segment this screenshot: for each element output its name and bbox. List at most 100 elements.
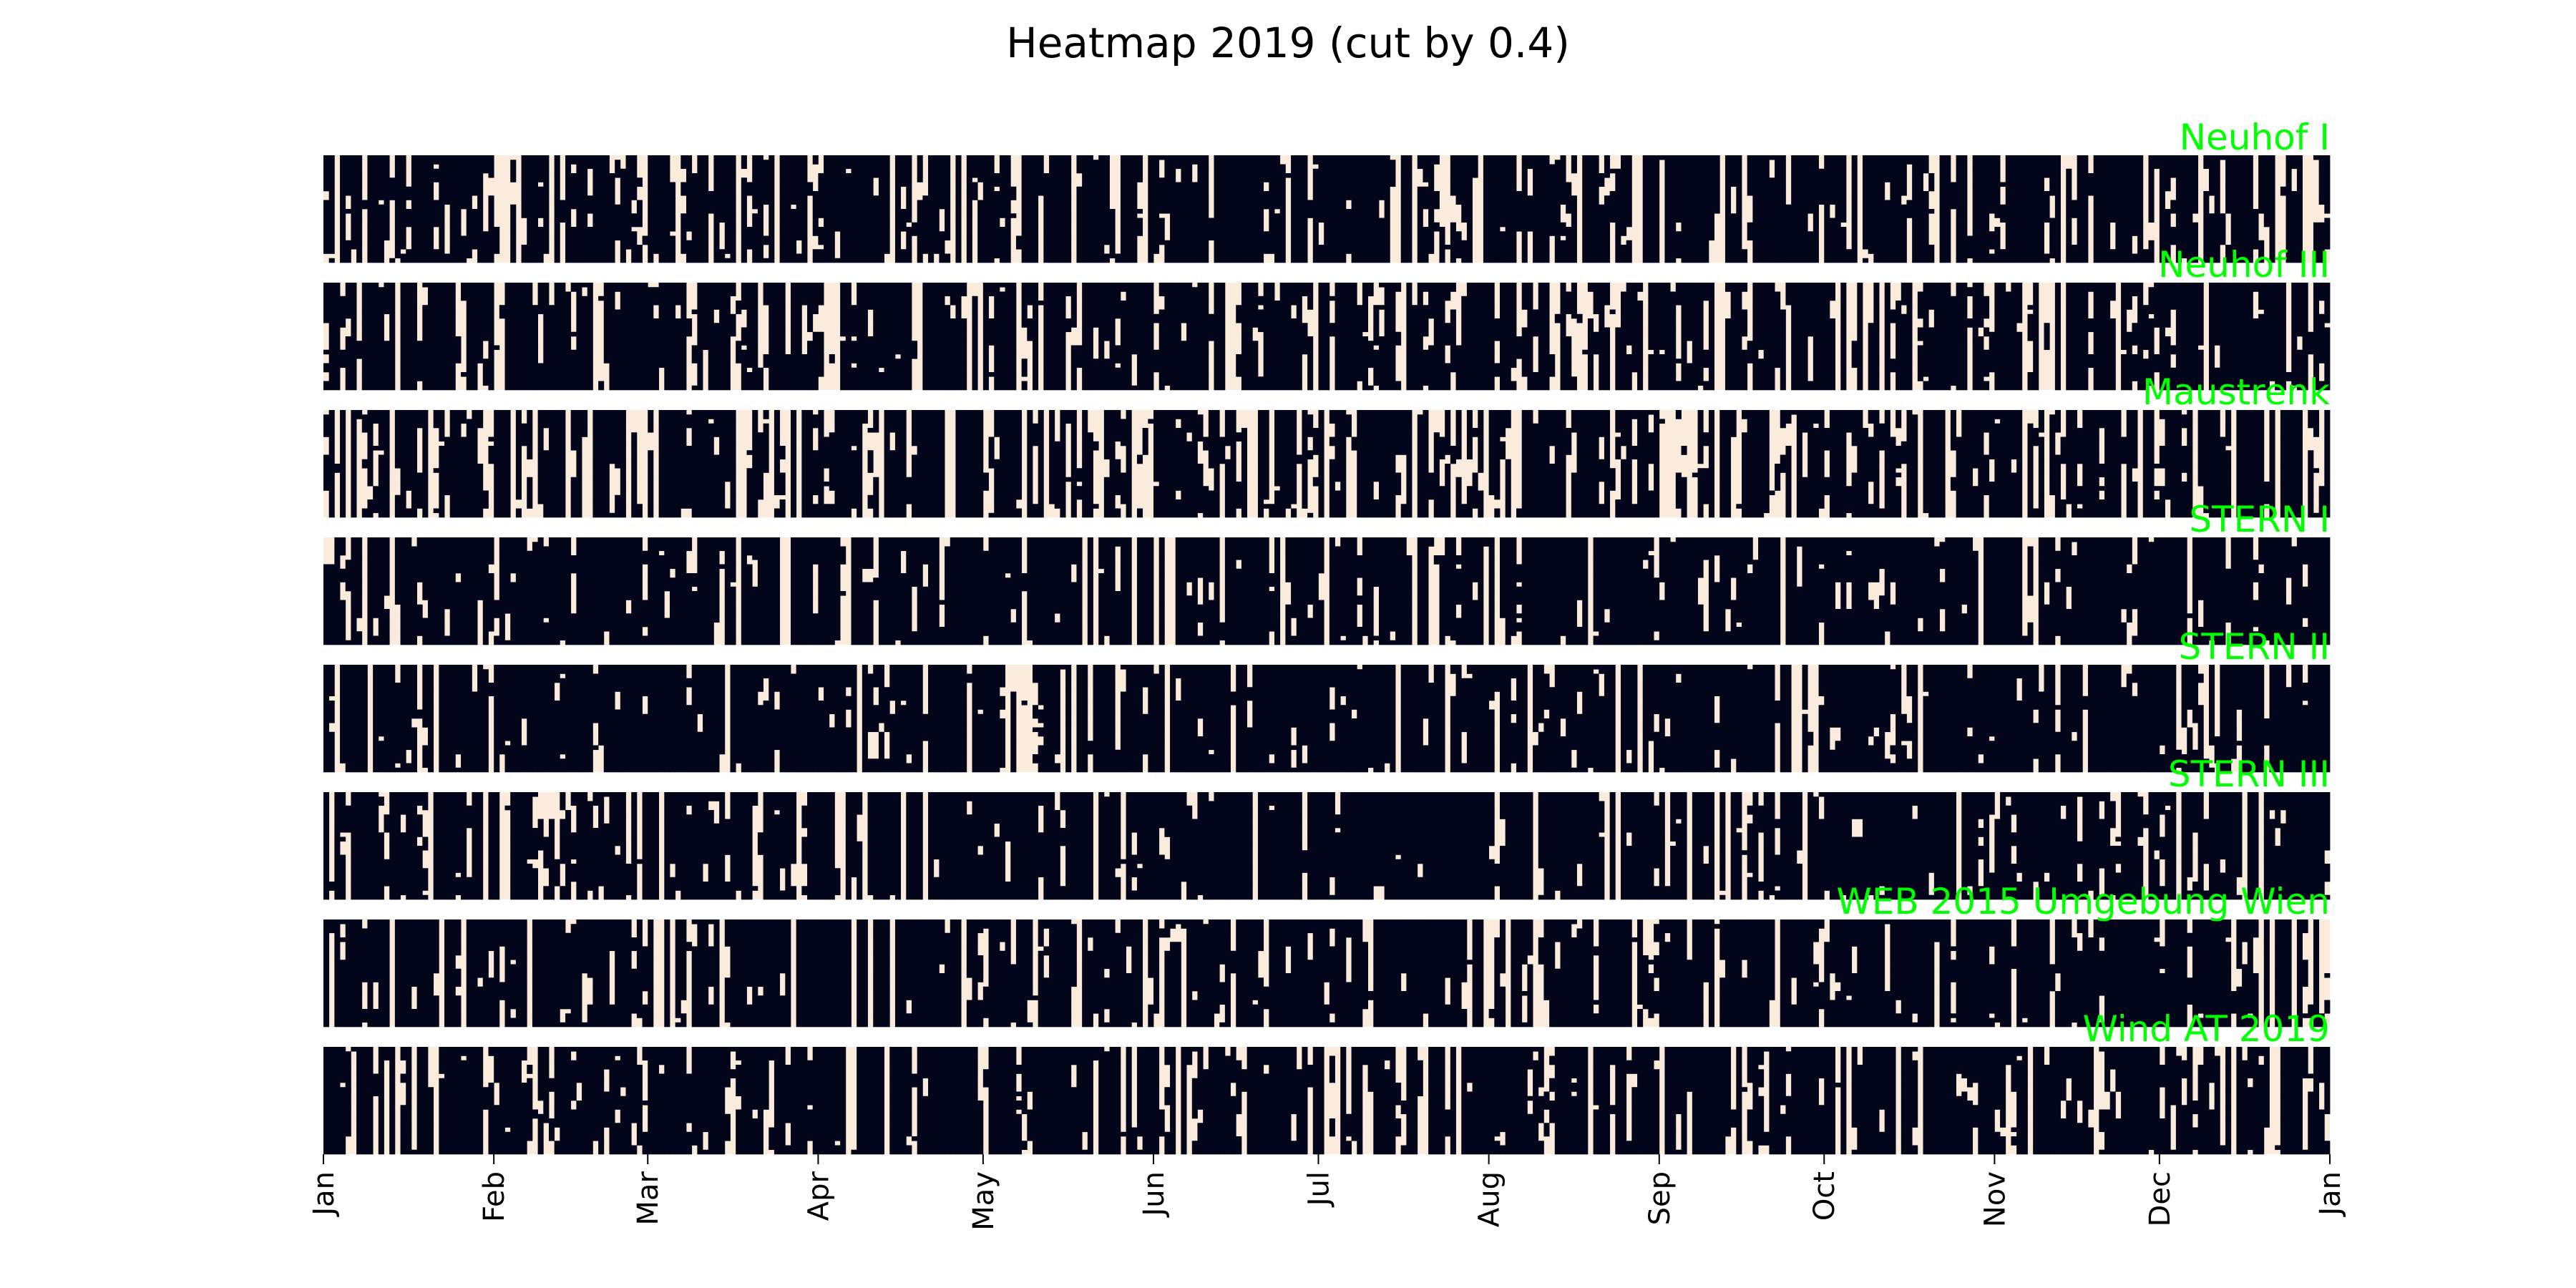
heatmap-cell: [378, 376, 384, 391]
heatmap-cell: [1005, 283, 1011, 310]
heatmap-cell: [1802, 283, 1808, 292]
heatmap-cell: [2071, 200, 2078, 218]
heatmap-cell: [1340, 283, 1347, 297]
heatmap-cell: [1533, 309, 1539, 333]
heatmap-cell: [620, 305, 626, 315]
heatmap-cell: [2280, 367, 2286, 391]
heatmap-cell: [406, 436, 412, 442]
heatmap-cell: [1483, 195, 1490, 223]
heatmap-cell: [1483, 222, 1490, 232]
heatmap-cell: [1499, 336, 1506, 346]
heatmap-cell: [488, 367, 494, 386]
heatmap-cell: [1241, 354, 1248, 373]
heatmap-cell: [636, 200, 643, 228]
heatmap-cell: [1362, 173, 1369, 192]
heatmap-cell: [1021, 200, 1028, 223]
heatmap-cell: [1153, 349, 1160, 373]
heatmap-cell: [873, 209, 879, 214]
heatmap-cell: [1257, 477, 1264, 482]
heatmap-cell: [548, 367, 555, 377]
heatmap-cell: [878, 231, 884, 250]
heatmap-cell: [433, 305, 439, 315]
heatmap-cell: [2242, 155, 2248, 178]
heatmap-cell: [1257, 504, 1264, 514]
heatmap-cell: [1329, 222, 1335, 236]
heatmap-cell: [1049, 385, 1055, 391]
heatmap-cell: [2021, 177, 2028, 182]
heatmap-cell: [2318, 313, 2325, 337]
heatmap-cell: [2137, 283, 2144, 306]
heatmap-cell: [1191, 305, 1198, 315]
heatmap-cell: [1593, 341, 1599, 355]
heatmap-cell: [1203, 318, 1209, 337]
heatmap-cell: [2137, 305, 2144, 315]
heatmap-cell: [697, 499, 703, 504]
heatmap-cell: [878, 258, 884, 263]
heatmap-cell: [1054, 173, 1060, 200]
heatmap-cell: [1708, 327, 1714, 337]
heatmap-cell: [1038, 155, 1044, 178]
heatmap-cell: [1098, 291, 1105, 301]
heatmap-cell: [466, 341, 472, 355]
heatmap-cell: [1917, 155, 1923, 165]
heatmap-cell: [988, 209, 995, 236]
heatmap-cell: [2170, 227, 2177, 236]
heatmap-cell: [982, 296, 989, 315]
heatmap-cell: [1697, 309, 1704, 333]
heatmap-cell: [2242, 305, 2248, 315]
heatmap-cell: [1285, 345, 1292, 364]
heatmap-cell: [1103, 327, 1110, 333]
heatmap-cell: [477, 323, 484, 346]
heatmap-cell: [845, 459, 852, 473]
heatmap-cell: [1560, 222, 1566, 236]
heatmap-cell: [515, 423, 522, 447]
heatmap-cell: [416, 490, 423, 509]
heatmap-cell: [857, 301, 863, 319]
heatmap-cell: [603, 283, 610, 288]
heatmap-cell: [2258, 240, 2265, 259]
heatmap-cell: [1857, 381, 1863, 391]
heatmap-cell: [669, 305, 676, 319]
heatmap-cell: [2109, 376, 2116, 381]
heatmap-cell: [367, 283, 374, 301]
heatmap-cell: [439, 381, 445, 391]
heatmap-cell: [592, 499, 599, 518]
heatmap-cell: [840, 459, 847, 464]
heatmap-cell: [1181, 468, 1187, 496]
heatmap-cell: [2011, 354, 2017, 364]
heatmap-cell: [384, 367, 390, 386]
heatmap-cell: [1318, 287, 1324, 297]
heatmap-cell: [824, 204, 830, 210]
heatmap-cell: [1670, 253, 1677, 263]
heatmap-cell: [697, 253, 703, 263]
heatmap-cell: [1978, 336, 1984, 364]
heatmap-cell: [1450, 222, 1456, 232]
heatmap-cell: [1521, 327, 1528, 355]
heatmap-cell: [1433, 155, 1440, 160]
heatmap-cell: [2099, 345, 2105, 351]
heatmap-cell: [642, 345, 648, 355]
heatmap-cell: [340, 410, 346, 437]
heatmap-cell: [1181, 222, 1187, 245]
heatmap-cell: [1021, 173, 1028, 182]
heatmap-cell: [857, 423, 863, 437]
heatmap-cell: [1246, 164, 1253, 187]
heatmap-cell: [1994, 305, 2001, 315]
heatmap-cell: [582, 410, 588, 429]
heatmap-cell: [2197, 372, 2204, 391]
heatmap-cell: [1989, 331, 1995, 359]
heatmap-cell: [2054, 305, 2061, 319]
heatmap-cell: [1197, 414, 1204, 442]
heatmap-cell: [1049, 472, 1055, 491]
heatmap-cell: [1708, 155, 1714, 178]
heatmap-cell: [1197, 283, 1204, 301]
heatmap-cell: [1796, 296, 1802, 319]
heatmap-cell: [565, 168, 572, 182]
heatmap-cell: [494, 494, 500, 509]
heatmap-cell: [922, 231, 929, 254]
heatmap-cell: [625, 385, 632, 391]
heatmap-cell: [1912, 245, 1918, 254]
heatmap-cell: [1269, 283, 1275, 310]
heatmap-cell: [1928, 305, 1935, 310]
